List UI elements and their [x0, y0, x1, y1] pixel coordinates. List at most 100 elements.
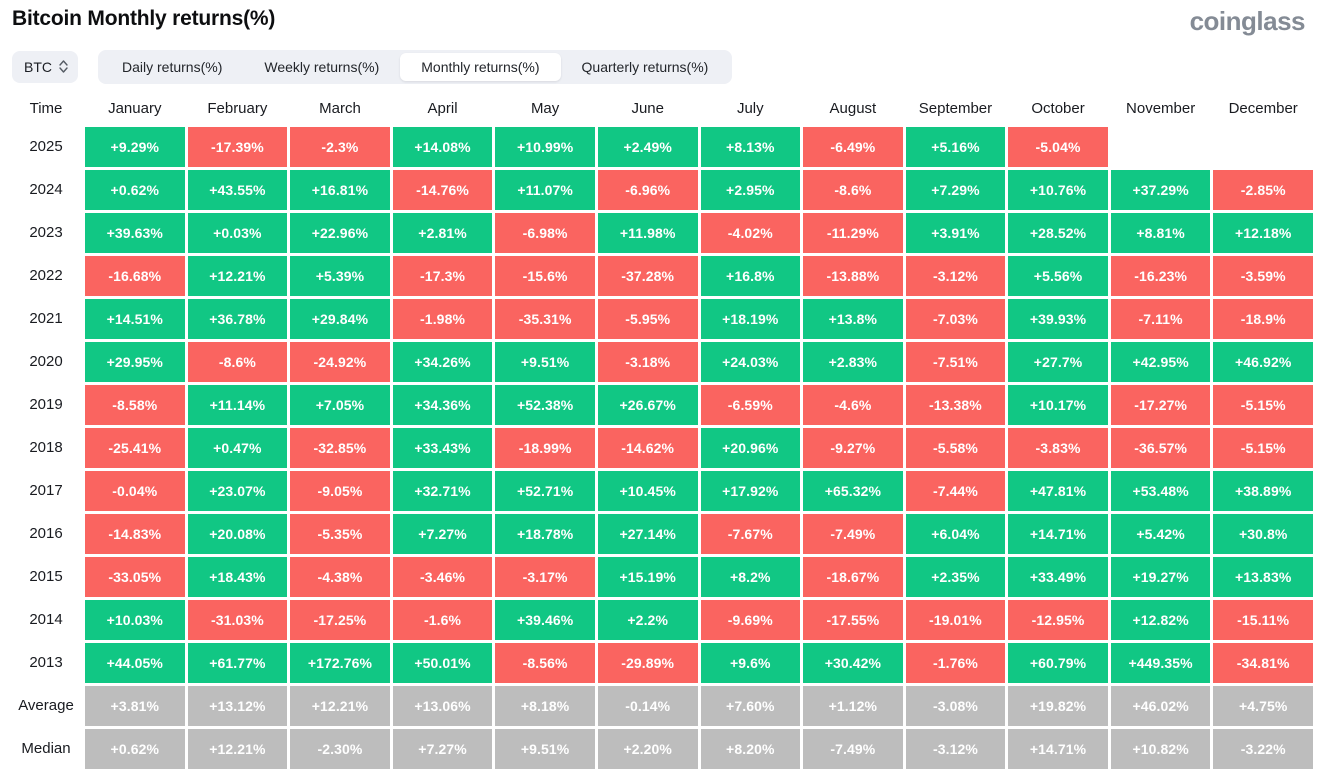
return-cell: -25.41%: [85, 427, 185, 468]
return-cell: +2.2%: [597, 599, 698, 640]
return-cell: -14.62%: [597, 427, 698, 468]
return-cell: -2.3%: [290, 126, 390, 167]
return-cell: -31.03%: [187, 599, 288, 640]
return-cell: -2.85%: [1213, 169, 1313, 210]
return-cell: +20.96%: [700, 427, 801, 468]
return-cell: -16.23%: [1110, 255, 1211, 296]
return-cell: +24.03%: [700, 341, 801, 382]
return-cell: +60.79%: [1008, 642, 1108, 683]
return-cell: +14.51%: [85, 298, 185, 339]
return-cell: +46.92%: [1213, 341, 1313, 382]
return-cell: +38.89%: [1213, 470, 1313, 511]
return-cell: -34.81%: [1213, 642, 1313, 683]
return-cell: +42.95%: [1110, 341, 1211, 382]
return-cell: -4.6%: [803, 384, 903, 425]
return-cell: +27.7%: [1008, 341, 1108, 382]
return-cell: +2.95%: [700, 169, 801, 210]
returns-period-tabs: Daily returns(%) Weekly returns(%) Monthly…: [98, 49, 733, 84]
row-label-2025: 2025: [29, 138, 63, 156]
return-cell: +12.21%: [187, 728, 288, 769]
returns-table: Time January February March April May June July…: [0, 94, 1321, 769]
returns-grid: Time January February March April May June July…: [10, 94, 1313, 769]
return-cell: -16.68%: [85, 255, 185, 296]
return-cell: +16.8%: [700, 255, 801, 296]
row-label-2019: 2019: [29, 396, 63, 414]
return-cell: +0.62%: [85, 169, 185, 210]
return-cell: +2.83%: [803, 341, 903, 382]
return-cell: +7.27%: [392, 513, 493, 554]
return-cell: -5.95%: [597, 298, 698, 339]
return-cell: +8.2%: [700, 556, 801, 597]
return-cell: +11.14%: [187, 384, 288, 425]
return-cell: +29.95%: [85, 341, 185, 382]
page-header: Bitcoin Monthly returns(%) coinglass: [0, 0, 1321, 36]
return-cell: +11.07%: [495, 169, 595, 210]
return-cell: +172.76%: [290, 642, 390, 683]
return-cell: +2.35%: [905, 556, 1006, 597]
return-cell: -3.08%: [905, 685, 1006, 726]
return-cell: -8.58%: [85, 384, 185, 425]
return-cell: +449.35%: [1110, 642, 1211, 683]
tab-weekly-returns[interactable]: Weekly returns(%): [264, 58, 380, 75]
return-cell: +30.42%: [803, 642, 903, 683]
return-cell: +10.17%: [1008, 384, 1108, 425]
return-cell: -36.57%: [1110, 427, 1211, 468]
tab-quarterly-returns[interactable]: Quarterly returns(%): [581, 58, 709, 75]
return-cell: -7.44%: [905, 470, 1006, 511]
row-label-2017: 2017: [29, 482, 63, 500]
return-cell: -17.3%: [392, 255, 493, 296]
empty-cell: [1111, 127, 1211, 167]
return-cell: -4.38%: [290, 556, 390, 597]
return-cell: -3.12%: [905, 255, 1006, 296]
return-cell: +65.32%: [803, 470, 903, 511]
symbol-select-value: BTC: [24, 58, 52, 75]
return-cell: +13.8%: [803, 298, 903, 339]
return-cell: +18.43%: [187, 556, 288, 597]
row-label-average: Average: [18, 697, 74, 715]
return-cell: +0.47%: [187, 427, 288, 468]
return-cell: +39.93%: [1008, 298, 1108, 339]
return-cell: +14.71%: [1008, 728, 1108, 769]
return-cell: -6.98%: [495, 212, 595, 253]
month-column-header: November: [1126, 100, 1196, 118]
return-cell: -8.6%: [803, 169, 903, 210]
return-cell: +8.20%: [700, 728, 801, 769]
return-cell: +47.81%: [1008, 470, 1108, 511]
return-cell: +5.16%: [905, 126, 1006, 167]
row-label-2018: 2018: [29, 439, 63, 457]
return-cell: -5.15%: [1213, 427, 1313, 468]
return-cell: +8.18%: [495, 685, 595, 726]
return-cell: +14.71%: [1008, 513, 1108, 554]
return-cell: +10.76%: [1008, 169, 1108, 210]
return-cell: +34.36%: [392, 384, 493, 425]
return-cell: +9.51%: [495, 728, 595, 769]
return-cell: +36.78%: [187, 298, 288, 339]
return-cell: -5.04%: [1008, 126, 1108, 167]
return-cell: -15.6%: [495, 255, 595, 296]
month-column-header: May: [530, 100, 560, 118]
return-cell: -18.99%: [495, 427, 595, 468]
return-cell: +15.19%: [597, 556, 698, 597]
return-cell: -1.6%: [392, 599, 493, 640]
return-cell: +2.81%: [392, 212, 493, 253]
return-cell: -14.76%: [392, 169, 493, 210]
empty-cell: [1213, 127, 1313, 167]
symbol-select[interactable]: BTC: [12, 50, 78, 83]
return-cell: -7.49%: [803, 728, 903, 769]
coinglass-logo[interactable]: coinglass: [1189, 6, 1306, 36]
return-cell: -14.83%: [85, 513, 185, 554]
return-cell: +5.39%: [290, 255, 390, 296]
return-cell: -19.01%: [905, 599, 1006, 640]
tab-monthly-returns[interactable]: Monthly returns(%): [400, 52, 561, 81]
return-cell: +7.60%: [700, 685, 801, 726]
controls-bar: BTC Daily returns(%) Weekly returns(%) Mon…: [0, 49, 1321, 84]
return-cell: +17.92%: [700, 470, 801, 511]
return-cell: +50.01%: [392, 642, 493, 683]
return-cell: +44.05%: [85, 642, 185, 683]
return-cell: -9.05%: [290, 470, 390, 511]
row-label-2023: 2023: [29, 224, 63, 242]
return-cell: -6.59%: [700, 384, 801, 425]
return-cell: -15.11%: [1213, 599, 1313, 640]
tab-daily-returns[interactable]: Daily returns(%): [122, 58, 223, 75]
return-cell: +9.6%: [700, 642, 801, 683]
